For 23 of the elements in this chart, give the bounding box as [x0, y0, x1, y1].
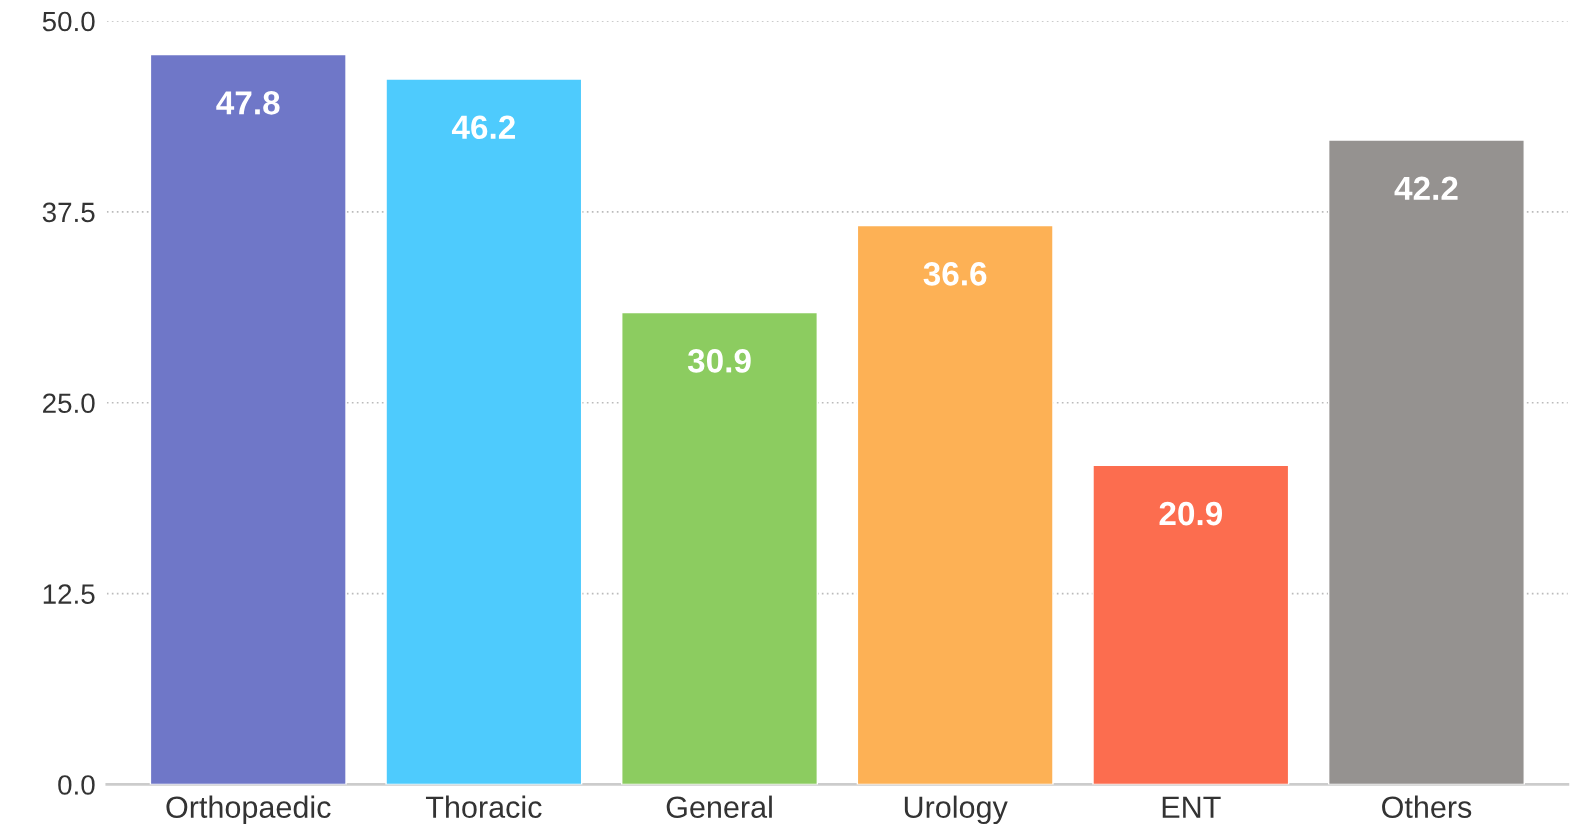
- x-tick-label: Others: [1382, 795, 1472, 819]
- bar: [385, 78, 583, 785]
- x-tick-label: General: [666, 795, 772, 819]
- y-tick-label: 37.5: [42, 202, 95, 223]
- y-tick-label: 12.5: [43, 584, 95, 604]
- data-label: 47.8: [216, 91, 280, 115]
- data-label: 30.9: [687, 349, 751, 373]
- x-tick-label: Orthopaedic: [166, 795, 331, 825]
- data-label: 36.6: [923, 262, 987, 286]
- x-tick-label: Urology: [904, 795, 1008, 825]
- data-label: 46.2: [451, 115, 515, 140]
- bar: [856, 224, 1054, 785]
- x-tick-label: Thoracic: [425, 795, 542, 819]
- bar: [1092, 464, 1290, 785]
- bar: [149, 53, 347, 785]
- y-tick-label: 25.0: [43, 393, 95, 414]
- data-label: 42.2: [1394, 176, 1458, 200]
- bar: [1327, 139, 1525, 785]
- x-tick-label: ENT: [1162, 796, 1221, 818]
- bar: [621, 311, 819, 785]
- y-tick-label: 50.0: [42, 11, 95, 32]
- y-tick-label: 0.0: [58, 775, 95, 795]
- data-label: 20.9: [1159, 501, 1223, 526]
